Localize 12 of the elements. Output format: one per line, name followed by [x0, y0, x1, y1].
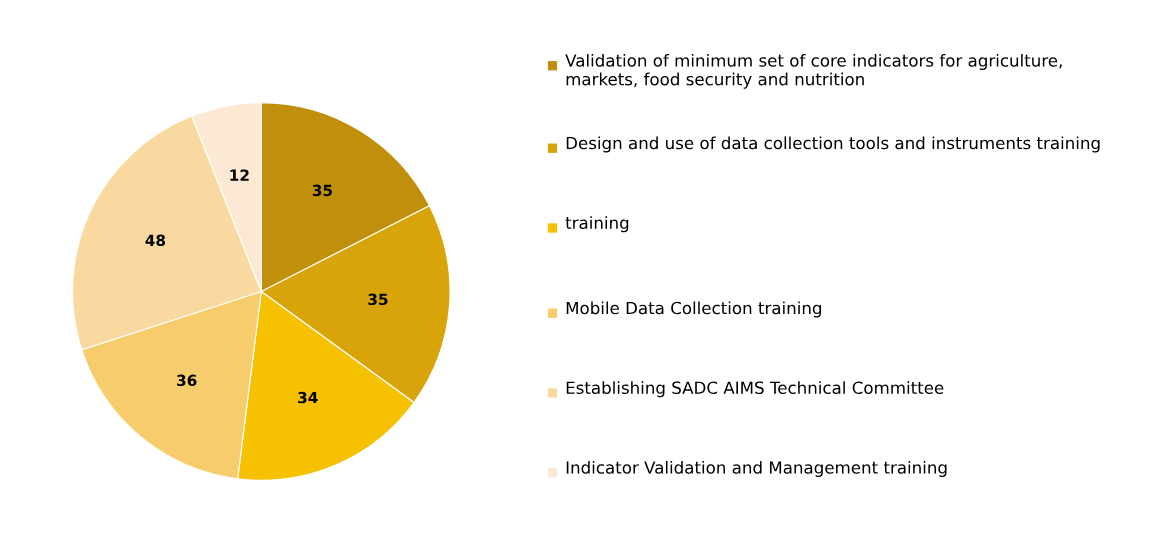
legend-label: training [565, 216, 629, 233]
data-label: 35 [368, 293, 388, 306]
legend-label: Validation of minimum set of core indicators for agriculture, markets, food security and nutrition [565, 53, 1062, 89]
data-label: 35 [312, 184, 332, 197]
data-label: 34 [298, 391, 318, 404]
legend-label: Design and use of data collection tools and instruments training [566, 136, 1100, 153]
data-label: 12 [230, 169, 249, 181]
legend-label: Establishing SADC AIMS Technical Committee [566, 381, 944, 398]
data-label: 36 [177, 374, 197, 387]
data-label: 48 [145, 234, 166, 247]
legend-label: Mobile Data Collection training [566, 301, 821, 318]
legend-label: Indicator Validation and Management training [566, 460, 947, 478]
